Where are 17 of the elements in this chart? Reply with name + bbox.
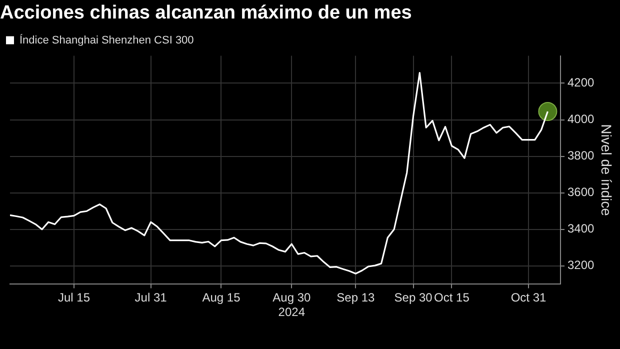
y-axis-title: Nivel de índice (598, 124, 615, 216)
y-tick-label: 3200 (568, 258, 595, 272)
chart-title: Acciones chinas alcanzan máximo de un mes (0, 2, 412, 24)
x-tick-label: Jul 31 (134, 290, 168, 305)
x-tick-label: Oct 15 (434, 290, 470, 305)
y-tick-label: 3800 (568, 148, 595, 163)
legend-label: Índice Shanghai Shenzhen CSI 300 (20, 33, 194, 46)
y-tick-label: 3400 (568, 222, 595, 236)
x-tick-label: Jul 15 (58, 290, 90, 305)
y-tick-label: 4200 (568, 76, 595, 90)
y-tick-label: 3600 (568, 185, 595, 200)
x-tick-label: Sep 30 (394, 290, 433, 305)
y-tick-label: 4000 (568, 112, 595, 126)
x-tick-label: Aug 15 (202, 290, 241, 305)
x-tick-label: Aug 30 2024 (272, 290, 311, 320)
x-tick-label: Sep 13 (336, 290, 375, 305)
x-tick-label: Oct 31 (510, 290, 546, 305)
